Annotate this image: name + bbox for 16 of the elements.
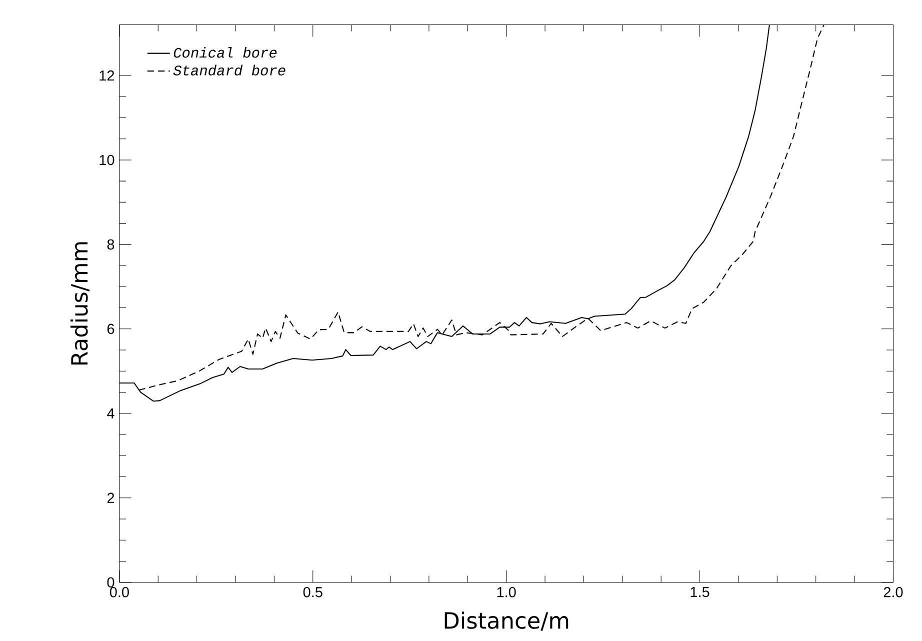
y-tick-label: 8: [107, 239, 114, 250]
x-tick-label: 1.5: [690, 587, 710, 598]
y-tick-label: 2: [107, 492, 114, 503]
legend-label: Conical bore: [174, 47, 277, 58]
x-axis-title: Distance/m: [444, 612, 568, 631]
y-axis-title: Radius/mm: [70, 242, 90, 365]
y-tick-label: 12: [100, 70, 114, 81]
x-tick-label: 0.0: [110, 587, 129, 598]
x-tick-label: 0.5: [303, 587, 322, 598]
x-tick-label: 2.0: [884, 587, 903, 598]
y-tick-label: 6: [107, 324, 114, 334]
y-tick-label: 0: [107, 577, 114, 588]
y-tick-label: 4: [107, 408, 114, 418]
legend-label: Standard bore: [173, 64, 286, 76]
x-tick-label: 1.0: [497, 587, 516, 598]
y-tick-label: 10: [100, 154, 114, 166]
